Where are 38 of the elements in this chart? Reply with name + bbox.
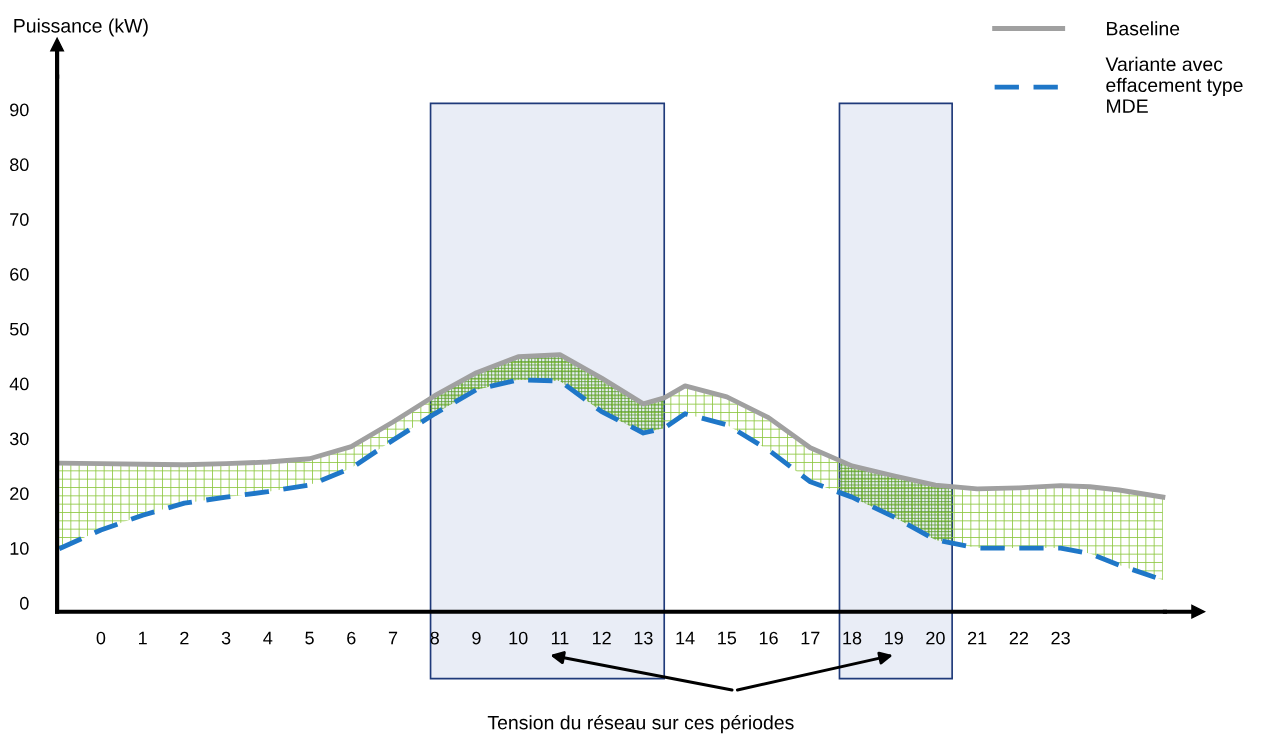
x-tick-label: 6 — [347, 631, 356, 645]
x-tick-label: 18 — [843, 631, 862, 645]
x-tick-label: 14 — [676, 631, 695, 645]
y-tick-label: 50 — [9, 322, 29, 336]
y-tick-label: 30 — [9, 432, 29, 446]
y-tick-label: 20 — [10, 487, 29, 501]
y-tick-label: 60 — [10, 267, 29, 281]
line-series — [56, 352, 1166, 500]
x-tick-label: 22 — [1009, 631, 1029, 645]
y-tick-label: 80 — [10, 158, 29, 172]
x-tick-label: 12 — [592, 631, 611, 645]
text: Tension du réseau sur ces périodes — [487, 714, 794, 734]
legend-label: Variante avec effacement type MDE — [1105, 56, 1243, 113]
x-tick-label: 1 — [139, 631, 147, 645]
x-tick-label: 15 — [718, 631, 737, 645]
x-tick-label: 4 — [263, 631, 273, 645]
x-tick-label: 5 — [305, 631, 314, 645]
x-tick-label: 2 — [180, 631, 189, 645]
y-tick-label: 10 — [10, 542, 29, 555]
x-tick-label: 20 — [926, 631, 945, 645]
x-tick-label: 17 — [801, 631, 820, 645]
x-tick-label: 16 — [759, 631, 778, 645]
legend-label: Baseline — [1107, 21, 1180, 36]
x-tick-label: 23 — [1051, 631, 1070, 645]
y-axis-title: Puissance (kW) — [14, 18, 148, 37]
y-tick-label: 90 — [10, 103, 29, 117]
x-tick-label: 0 — [96, 631, 106, 645]
x-tick-label: 19 — [885, 631, 903, 645]
y-tick-label: 70 — [10, 213, 29, 226]
x-tick-label: 3 — [221, 631, 231, 645]
y-tick-label: 0 — [19, 596, 29, 610]
y-tick-label: 40 — [9, 377, 29, 391]
x-tick-label: 10 — [509, 631, 528, 645]
x-tick-label: 7 — [388, 631, 398, 645]
x-tick-label: 9 — [472, 631, 481, 645]
x-tick-label: 11 — [551, 631, 569, 645]
x-tick-label: 13 — [634, 631, 653, 645]
x-tick-label: 21 — [968, 631, 987, 645]
